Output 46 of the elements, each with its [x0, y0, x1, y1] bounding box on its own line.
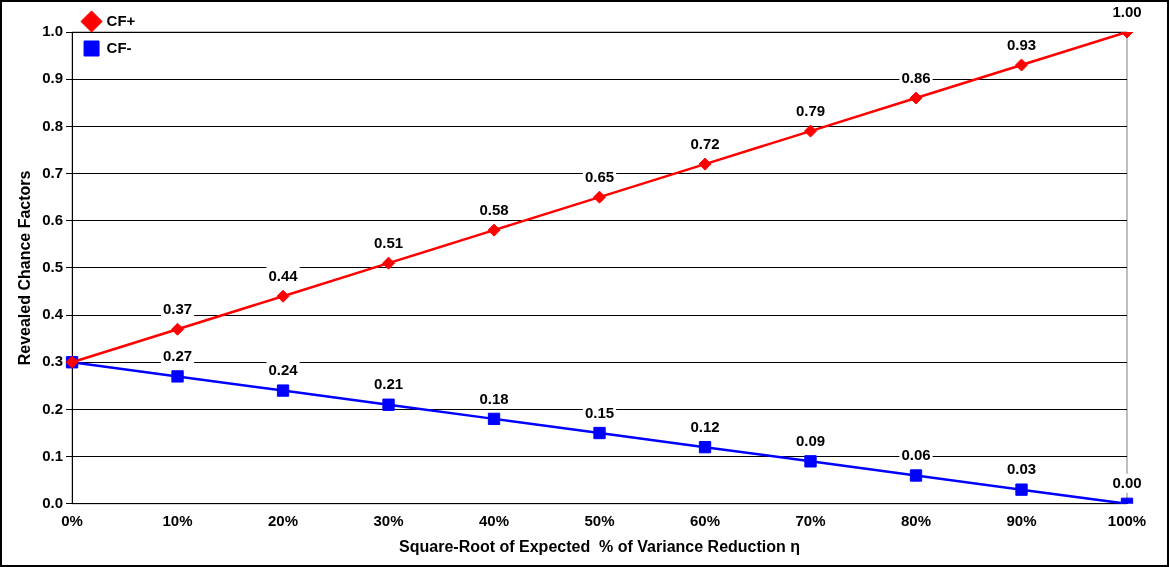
x-tick-label: 30% [373, 511, 404, 529]
data-label: 0.72 [690, 134, 720, 152]
data-label: 0.21 [373, 375, 404, 393]
data-label: 0.37 [162, 299, 193, 317]
y-tick-label: 0.0 [42, 493, 64, 511]
x-tick-label: 90% [1006, 511, 1037, 529]
x-tick-label: 10% [162, 511, 193, 529]
data-label: 1.00 [1112, 2, 1142, 20]
data-label: 0.09 [795, 431, 826, 449]
data-label: 0.12 [690, 417, 720, 435]
data-label: 0.18 [479, 389, 509, 407]
data-label: 0.00 [1112, 474, 1142, 492]
x-tick-label: 40% [479, 511, 510, 529]
y-tick-label: 0.2 [42, 399, 64, 417]
x-tick-label: 70% [795, 511, 826, 529]
y-tick-label: 0.1 [42, 446, 64, 464]
x-axis-title: Square-Root of Expected % of Variance Reduction η [399, 537, 800, 555]
data-label: 0.58 [479, 200, 509, 218]
data-label: 0.51 [373, 233, 404, 251]
x-tick-label: 0% [61, 511, 83, 529]
y-tick-label: 1.0 [42, 22, 64, 40]
data-label: 0.03 [1006, 460, 1037, 478]
data-label: 0.24 [268, 361, 299, 379]
x-tick-label: 80% [900, 511, 932, 529]
data-label: 0.79 [795, 101, 826, 119]
data-label: 0.44 [268, 266, 299, 284]
legend-label: CF+ [106, 11, 136, 29]
x-tick-label: 50% [584, 511, 615, 529]
data-label: 0.65 [584, 167, 615, 185]
data-label: 0.86 [901, 68, 931, 86]
x-tick-label: 20% [268, 511, 299, 529]
x-tick-label: 100% [1107, 511, 1147, 529]
y-tick-label: 0.5 [42, 258, 64, 276]
data-label: 0.06 [901, 446, 931, 464]
y-tick-label: 0.6 [42, 210, 64, 228]
y-tick-label: 0.3 [42, 352, 64, 370]
y-tick-label: 0.8 [42, 116, 64, 134]
y-tick-label: 0.4 [42, 305, 64, 323]
y-axis-title: Revealed Chance Factors [16, 170, 34, 366]
data-label: 0.15 [584, 403, 615, 421]
data-label: 0.93 [1006, 35, 1037, 53]
y-tick-label: 0.9 [42, 69, 64, 87]
legend-label: CF- [106, 38, 132, 56]
y-tick-label: 0.7 [42, 163, 64, 181]
data-label: 0.27 [162, 347, 193, 365]
x-tick-label: 60% [690, 511, 721, 529]
